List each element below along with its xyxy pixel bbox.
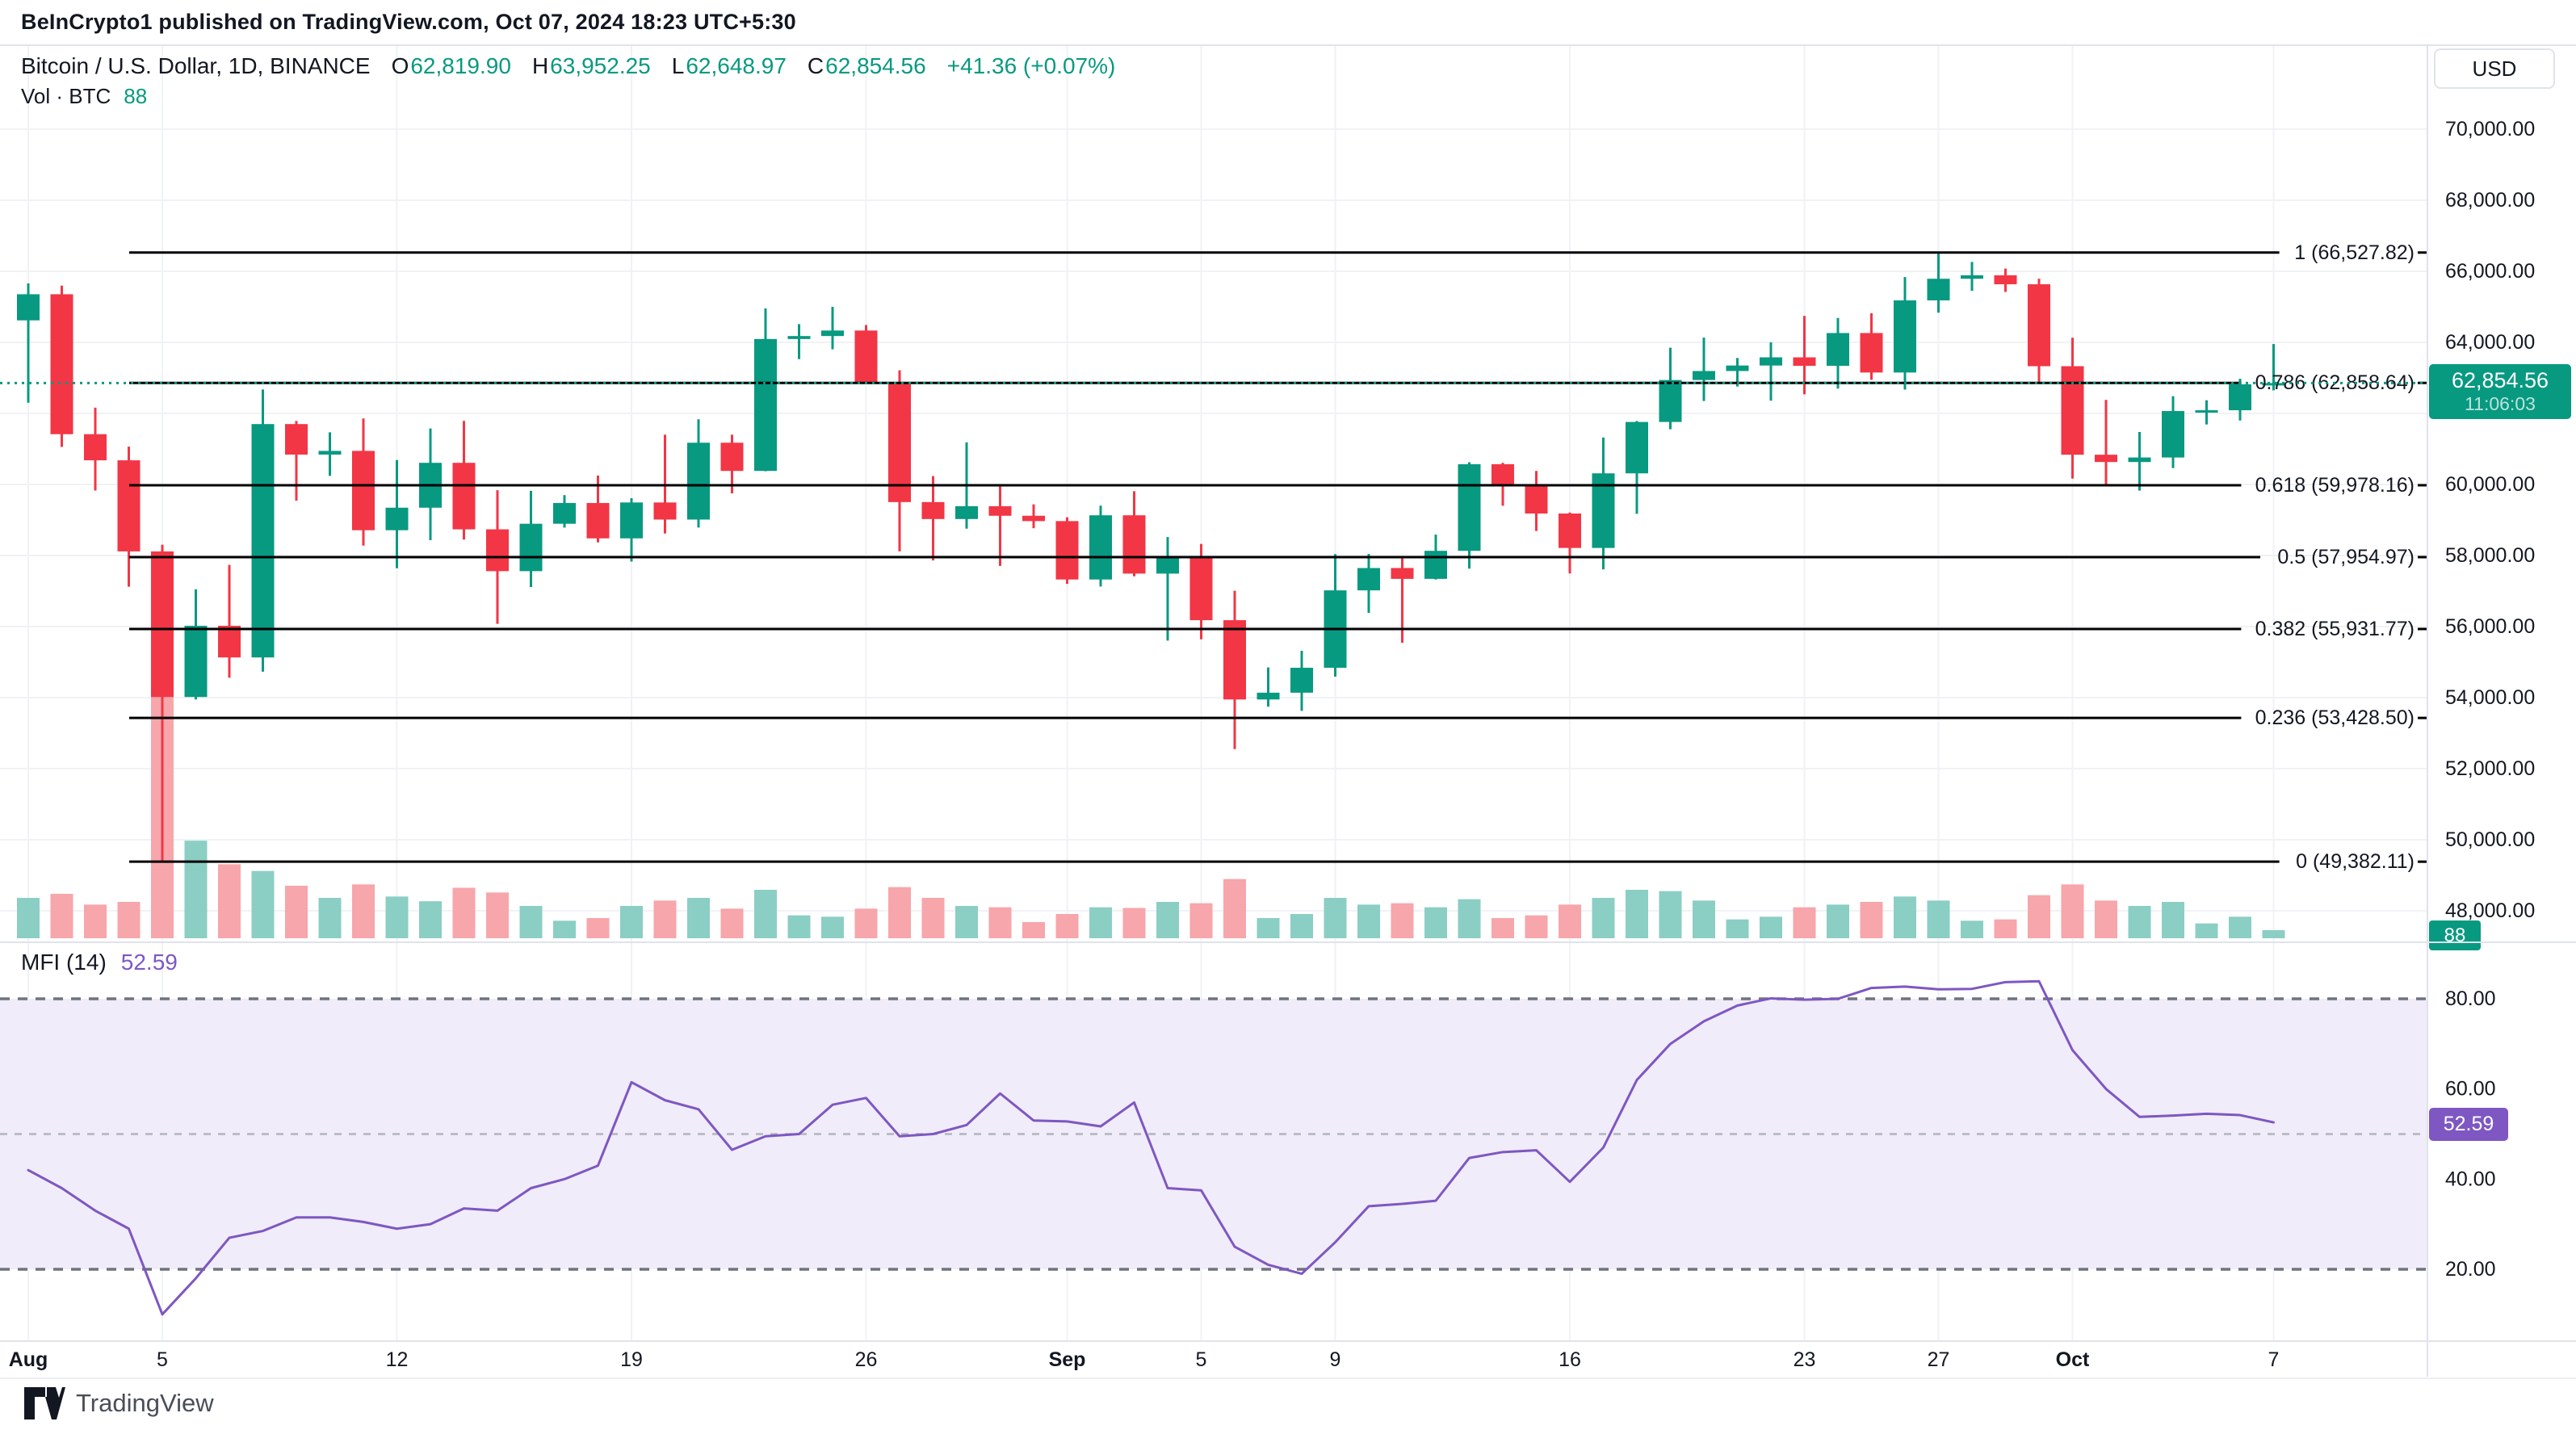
svg-text:7: 7 [2268, 1348, 2280, 1371]
svg-text:9: 9 [1330, 1348, 1341, 1371]
pane-divider[interactable] [0, 941, 2576, 943]
svg-text:12: 12 [386, 1348, 409, 1371]
svg-text:20.00: 20.00 [2445, 1258, 2496, 1281]
svg-text:19: 19 [620, 1348, 643, 1371]
svg-text:80.00: 80.00 [2445, 987, 2496, 1010]
svg-text:64,000.00: 64,000.00 [2445, 331, 2535, 354]
change-value: +41.36 (+0.07%) [946, 53, 1116, 78]
ohlc-high: H 63,952.25 [531, 53, 651, 78]
bar-countdown: 11:06:03 [2465, 393, 2536, 415]
svg-text:Oct: Oct [2056, 1348, 2090, 1371]
mfi-value-tag: 52.59 [2429, 1108, 2508, 1141]
svg-text:5: 5 [1196, 1348, 1207, 1371]
svg-text:27: 27 [1928, 1348, 1950, 1371]
time-axis-border [0, 1340, 2576, 1342]
volume-value: 88 [124, 84, 148, 108]
volume-label: Vol · BTC [21, 84, 111, 108]
svg-text:66,000.00: 66,000.00 [2445, 260, 2535, 283]
svg-text:50,000.00: 50,000.00 [2445, 828, 2535, 851]
svg-text:23: 23 [1794, 1348, 1816, 1371]
mfi-value: 52.59 [120, 950, 178, 975]
svg-text:16: 16 [1559, 1348, 1581, 1371]
svg-text:54,000.00: 54,000.00 [2445, 686, 2535, 709]
svg-text:60.00: 60.00 [2445, 1078, 2496, 1101]
svg-text:26: 26 [855, 1348, 878, 1371]
mfi-legend[interactable]: MFI (14) 52.59 [21, 950, 178, 975]
volume-legend[interactable]: Vol · BTC 88 [21, 84, 147, 109]
tradingview-logo-text: TradingView [76, 1389, 214, 1417]
svg-text:68,000.00: 68,000.00 [2445, 189, 2535, 212]
svg-text:0.236 (53,428.50): 0.236 (53,428.50) [2255, 707, 2414, 729]
svg-text:58,000.00: 58,000.00 [2445, 544, 2535, 567]
tradingview-logo-icon [24, 1387, 65, 1419]
svg-text:70,000.00: 70,000.00 [2445, 118, 2535, 140]
chart-layers: 1 (66,527.82)0.786 (62,858.64)0.618 (59,… [0, 44, 2535, 1371]
svg-text:48,000.00: 48,000.00 [2445, 899, 2535, 922]
tradingview-watermark[interactable]: TradingView [23, 1386, 214, 1421]
svg-text:5: 5 [157, 1348, 168, 1371]
svg-text:0.382 (55,931.77): 0.382 (55,931.77) [2255, 618, 2414, 640]
current-volume-tag: 88 [2429, 920, 2481, 950]
current-price-tag: 62,854.56 11:06:03 [2429, 364, 2571, 419]
current-price: 62,854.56 [2451, 367, 2549, 392]
ohlc-close: C 62,854.56 [807, 53, 926, 78]
attribution-bar: BeInCrypto1 published on TradingView.com… [0, 0, 2576, 46]
svg-text:Sep: Sep [1049, 1348, 1086, 1371]
svg-text:0.5 (57,954.97): 0.5 (57,954.97) [2277, 546, 2414, 568]
svg-text:56,000.00: 56,000.00 [2445, 615, 2535, 638]
svg-text:60,000.00: 60,000.00 [2445, 473, 2535, 496]
symbol-legend[interactable]: Bitcoin / U.S. Dollar, 1D, BINANCE O 62,8… [21, 53, 1115, 79]
svg-text:Aug: Aug [9, 1348, 48, 1371]
symbol-title: Bitcoin / U.S. Dollar, 1D, BINANCE [21, 53, 371, 78]
currency-usd-button[interactable]: USD [2434, 48, 2555, 89]
svg-text:0 (49,382.11): 0 (49,382.11) [2296, 850, 2414, 873]
svg-text:1 (66,527.82): 1 (66,527.82) [2294, 241, 2414, 264]
svg-text:0.618 (59,978.16): 0.618 (59,978.16) [2255, 474, 2414, 497]
svg-text:40.00: 40.00 [2445, 1168, 2496, 1190]
mfi-label: MFI (14) [21, 950, 107, 975]
svg-text:52,000.00: 52,000.00 [2445, 757, 2535, 780]
ohlc-open: O 62,819.90 [391, 53, 511, 78]
attribution-text: BeInCrypto1 published on TradingView.com… [21, 10, 796, 34]
price-axis-border[interactable] [2427, 44, 2428, 1377]
ohlc-low: L 62,648.97 [671, 53, 787, 78]
chart-bottom-border [0, 1377, 2576, 1379]
